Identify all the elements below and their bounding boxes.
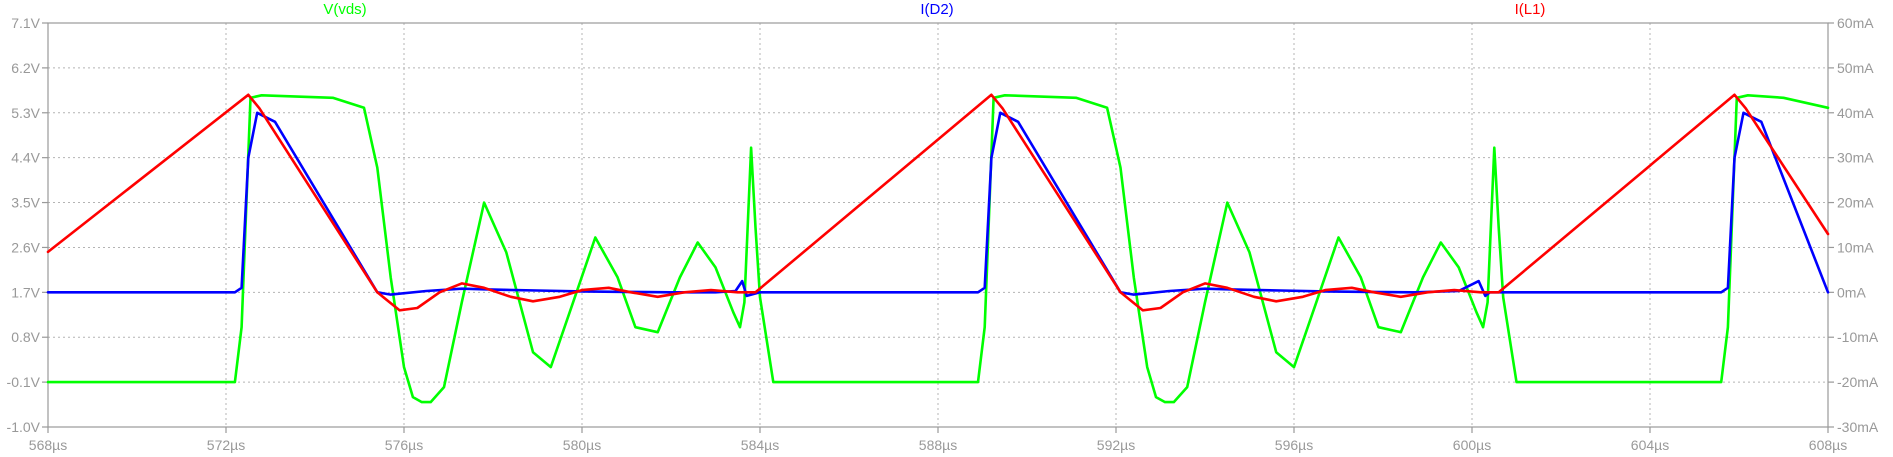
y-left-tick-label: 4.4V <box>11 150 40 166</box>
y-right-tick-label: -20mA <box>1837 374 1879 390</box>
y-left-tick-label: 6.2V <box>11 60 40 76</box>
y-left-tick-label: 2.6V <box>11 239 40 255</box>
y-right-tick-label: -10mA <box>1837 329 1879 345</box>
y-left-tick-label: -0.1V <box>7 374 41 390</box>
y-right-tick-label: 20mA <box>1837 195 1874 211</box>
y-right-tick-label: 0mA <box>1837 284 1866 300</box>
legend-entry: V(vds) <box>323 1 366 18</box>
y-right-tick-label: 60mA <box>1837 15 1874 31</box>
y-left-tick-label: 5.3V <box>11 105 40 121</box>
y-right-tick-label: 40mA <box>1837 105 1874 121</box>
series-line <box>46 93 1830 312</box>
y-left-tick-label: -1.0V <box>7 419 41 435</box>
y-left-tick-label: 3.5V <box>11 195 40 211</box>
x-tick-label: 584µs <box>741 437 779 453</box>
series-line <box>46 111 1830 298</box>
x-tick-label: 600µs <box>1453 437 1491 453</box>
x-tick-label: 608µs <box>1809 437 1847 453</box>
x-tick-label: 596µs <box>1275 437 1313 453</box>
y-right-tick-label: 50mA <box>1837 60 1874 76</box>
legend-entry: I(L1) <box>1515 1 1546 18</box>
y-left-tick-label: 0.8V <box>11 329 40 345</box>
x-tick-label: 576µs <box>385 437 423 453</box>
legend-entry: I(D2) <box>920 1 953 18</box>
x-tick-label: 580µs <box>563 437 601 453</box>
y-left-tick-label: 7.1V <box>11 15 40 31</box>
x-tick-label: 604µs <box>1631 437 1669 453</box>
y-left-tick-label: 1.7V <box>11 284 40 300</box>
tick-layer: 568µs 572µs 576µs 580µs 584µs 588µs 592µs 596µs… <box>7 15 1879 453</box>
x-tick-label: 588µs <box>919 437 957 453</box>
legend-layer: V(vds) I(D2) I(L1) <box>323 1 1545 18</box>
x-tick-label: 572µs <box>207 437 245 453</box>
grid-layer <box>48 23 1828 427</box>
y-right-tick-label: 30mA <box>1837 150 1874 166</box>
x-tick-label: 568µs <box>29 437 67 453</box>
series-layer <box>46 93 1830 404</box>
y-right-tick-label: 10mA <box>1837 239 1874 255</box>
y-right-tick-label: -30mA <box>1837 419 1879 435</box>
x-tick-label: 592µs <box>1097 437 1135 453</box>
